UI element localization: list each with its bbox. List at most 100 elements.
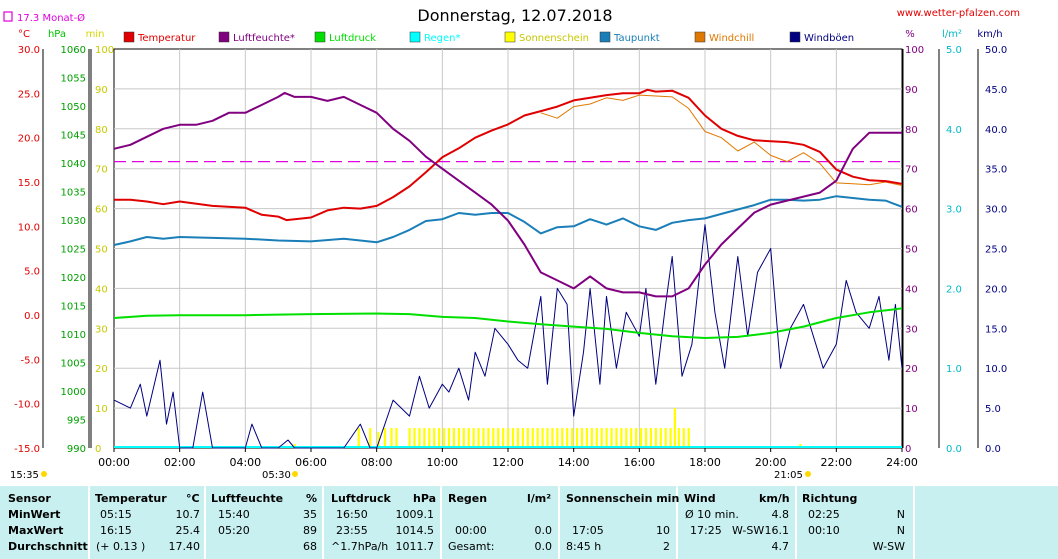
legend-label: Windböen: [804, 33, 854, 44]
tick-label-wind_kmh: 30.0: [985, 205, 1007, 216]
column-separator: [322, 486, 324, 559]
max-dir-time: 00:10: [808, 524, 840, 537]
x-tick-label: 06:00: [295, 456, 327, 469]
tick-label-wind_kmh: 20.0: [985, 284, 1007, 295]
min-dir-value: N: [896, 508, 905, 521]
sunshine-bar: [423, 428, 426, 448]
header-wind-unit: km/h: [759, 492, 790, 505]
header-hum-unit: %: [306, 492, 318, 505]
sunshine-bar: [625, 428, 628, 448]
grid: [114, 49, 902, 448]
legend-item: Windböen: [789, 31, 854, 44]
unit-pct: %: [905, 29, 915, 40]
sunshine-bar: [571, 428, 574, 448]
tick-label-pressure_hpa: 1040: [61, 159, 86, 170]
tick-label-pressure_hpa: 1030: [61, 216, 86, 227]
weather-chart: Donnerstag, 12.07.2018 www.wetter-pfalze…: [3, 6, 1020, 481]
avg-sun-value: 2: [663, 540, 670, 553]
min-hum-value: 35: [303, 508, 317, 521]
max-press-value: 1014.5: [395, 524, 435, 537]
header-press-unit: hPa: [413, 492, 437, 505]
start-time-label: 15:35: [10, 470, 39, 481]
sunshine-bars: [293, 408, 802, 448]
sunrise-icon: [292, 471, 298, 477]
x-tick-label: 04:00: [229, 456, 261, 469]
sunshine-bar: [620, 428, 623, 448]
sunshine-bar: [677, 428, 680, 448]
unit-rain: l/m²: [942, 29, 962, 40]
website-link[interactable]: www.wetter-pfalzen.com: [897, 8, 1020, 19]
legend-swatch: [218, 31, 230, 43]
sunshine-bar: [590, 428, 593, 448]
x-tick-label: 22:00: [820, 456, 852, 469]
header-direction: Richtung: [802, 492, 858, 505]
series-lines: [113, 88, 903, 449]
legend-item: Temperatur: [123, 31, 196, 44]
tick-label-pressure_hpa: 1055: [61, 74, 86, 85]
sunshine-bar: [482, 428, 485, 448]
tick-label-wind_kmh: 0.0: [985, 444, 1001, 455]
avg-dir-value: W-SW: [872, 540, 905, 553]
legend: Temperatur Luftfeuchte* Luftdruck Regen* Son…: [123, 31, 854, 44]
sunshine-bar: [531, 428, 534, 448]
avg-wind-value: 4.7: [771, 540, 790, 553]
tick-label-temp_c: -10.0: [14, 400, 40, 411]
sunshine-bar: [615, 428, 618, 448]
sunshine-bar: [521, 428, 524, 448]
legend-label: Sonnenschein: [519, 33, 589, 44]
tick-label-pressure_hpa: 1010: [61, 330, 86, 341]
sunshine-bar: [639, 428, 643, 448]
tick-label-sunshine_min: 10: [95, 404, 108, 415]
max-wind-time: 17:25: [690, 524, 722, 537]
sunshine-bar: [472, 428, 475, 448]
tick-label-rain_lm2: 0.0: [946, 444, 962, 455]
tick-label-pressure_hpa: 995: [67, 416, 86, 427]
sunshine-bar: [669, 428, 672, 448]
max-hum-time: 05:20: [218, 524, 250, 537]
sunshine-bar: [561, 428, 564, 448]
x-tick-label: 18:00: [689, 456, 721, 469]
sunshine-bar: [442, 428, 446, 448]
sunshine-bar: [556, 428, 559, 448]
sun-icon: [41, 471, 47, 477]
sunshine-bar: [497, 428, 500, 448]
tick-label-sunshine_min: 80: [95, 125, 108, 136]
legend-swatch: [123, 31, 135, 43]
column-separator: [558, 486, 560, 559]
min-hum-time: 15:40: [218, 508, 250, 521]
tick-label-pressure_hpa: 1000: [61, 387, 86, 398]
sunshine-bar: [659, 428, 662, 448]
avg-press-trend: ^1.7hPa/h: [331, 540, 389, 553]
x-tick-label: 20:00: [755, 456, 787, 469]
x-tick-label: 24:00: [886, 456, 918, 469]
tick-label-temp_c: 20.0: [18, 134, 40, 145]
tick-label-wind_kmh: 50.0: [985, 45, 1007, 56]
tick-label-sunshine_min: 0: [95, 444, 101, 455]
sunshine-bar: [511, 428, 515, 448]
tick-label-humidity_pct: 30: [905, 324, 918, 335]
tick-label-sunshine_min: 20: [95, 364, 108, 375]
legend-swatch: [599, 31, 611, 43]
legend-item: Luftdruck: [314, 31, 376, 44]
sunshine-bar: [635, 428, 638, 448]
header-humidity: Luftfeuchte: [211, 492, 284, 505]
max-hum-value: 89: [303, 524, 317, 537]
sunshine-bar: [536, 428, 539, 448]
column-separator: [88, 486, 90, 559]
tick-label-wind_kmh: 25.0: [985, 245, 1007, 256]
sunshine-bar: [507, 428, 510, 448]
legend-swatch: [694, 31, 706, 43]
sunshine-bar: [654, 428, 657, 448]
header-temperature: Temperatur: [95, 492, 167, 505]
tick-label-sunshine_min: 70: [95, 165, 108, 176]
min-temp-value: 10.7: [175, 508, 201, 521]
sunshine-bar: [585, 428, 588, 448]
unit-temp: °C: [18, 29, 30, 40]
tick-label-rain_lm2: 5.0: [946, 45, 962, 56]
legend-item: Windchill: [694, 31, 754, 44]
tick-label-pressure_hpa: 1025: [61, 245, 86, 256]
header-rain-unit: l/m²: [527, 492, 552, 505]
min-press-time: 16:50: [336, 508, 368, 521]
sunshine-bar: [610, 428, 613, 448]
sunshine-bar: [649, 428, 653, 448]
